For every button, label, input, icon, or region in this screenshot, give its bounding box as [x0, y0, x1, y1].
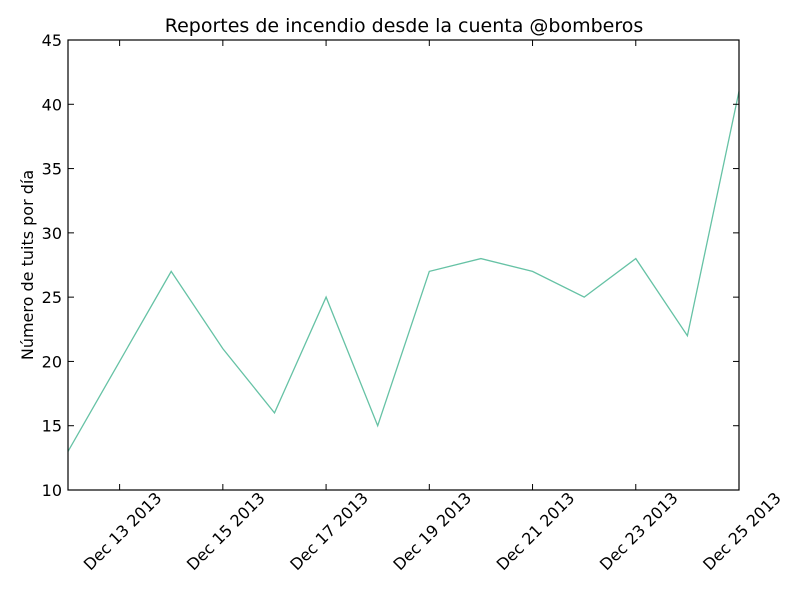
x-tick-label: Dec 25 2013	[699, 488, 785, 574]
y-tick-label: 20	[42, 352, 62, 371]
x-tick-label: Dec 15 2013	[183, 488, 269, 574]
x-tick-label: Dec 17 2013	[286, 488, 372, 574]
y-tick-label: 25	[42, 288, 62, 307]
data-line	[67, 91, 740, 452]
x-tick-label: Dec 13 2013	[80, 488, 166, 574]
x-tick-label: Dec 23 2013	[596, 488, 682, 574]
plot-frame	[67, 39, 740, 491]
y-tick-label: 15	[42, 417, 62, 436]
y-tick-label: 30	[42, 224, 62, 243]
x-tick-label: Dec 21 2013	[493, 488, 579, 574]
y-tick-label: 10	[42, 481, 62, 500]
chart-title: Reportes de incendio desde la cuenta @bo…	[165, 15, 644, 37]
y-tick-label: 40	[42, 95, 62, 114]
y-axis-label: Número de tuits por día	[18, 170, 37, 360]
x-tick-label: Dec 19 2013	[389, 488, 475, 574]
y-tick-label: 45	[42, 31, 62, 50]
y-tick-label: 35	[42, 160, 62, 179]
